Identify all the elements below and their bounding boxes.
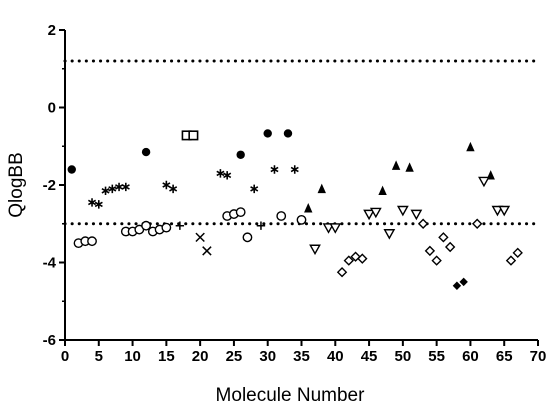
y-axis-title: QlogBB	[6, 152, 27, 217]
open-triangle-down-point	[396, 205, 409, 217]
y-tick-label: -4	[43, 255, 57, 272]
y-axis-ticks: -6 -4 -2 0 2	[43, 22, 65, 349]
asterisk-point	[121, 182, 130, 192]
y-tick-label: 0	[48, 100, 56, 117]
open-diamond-point	[438, 232, 449, 243]
open-circle-point	[141, 220, 151, 231]
x-tick-label: 35	[293, 348, 310, 365]
open-diamond-point	[357, 253, 368, 264]
x-tick-label: 70	[530, 348, 547, 365]
x-tick-label: 5	[95, 348, 103, 365]
filled-triangle-point	[317, 183, 326, 194]
x-axis-title: Molecule Number	[216, 385, 366, 406]
x-tick-label: 40	[327, 348, 344, 365]
open-diamond-point	[417, 218, 429, 229]
asterisk-point	[115, 182, 124, 192]
open-triangle-down-point	[498, 205, 511, 217]
x-tick-label: 50	[395, 348, 412, 365]
x-tick-label: 55	[428, 348, 445, 365]
x-tick-label: 20	[192, 348, 209, 365]
asterisk-point	[108, 184, 117, 194]
x-tick-label: 45	[361, 348, 378, 365]
asterisk-point	[101, 186, 110, 196]
plus-point	[256, 221, 266, 230]
open-triangle-down-point	[478, 176, 490, 188]
filled-circle-point	[283, 129, 293, 138]
open-square-point	[188, 130, 199, 141]
y-tick-label: -6	[43, 332, 56, 349]
filled-triangle-point	[391, 160, 401, 170]
x-tick-label: 10	[124, 348, 141, 365]
open-diamond-point	[505, 255, 517, 266]
asterisk-point	[270, 165, 279, 174]
open-diamond-point	[424, 245, 436, 257]
open-triangle-down-point	[363, 209, 375, 221]
asterisk-point	[223, 171, 232, 180]
filled-triangle-point	[304, 203, 313, 213]
y-tick-label: 2	[48, 22, 56, 39]
axes	[64, 30, 538, 341]
filled-triangle-point	[405, 162, 414, 172]
cross-point	[195, 232, 205, 243]
open-triangle-down-point	[309, 244, 321, 256]
cross-point	[202, 246, 212, 256]
plus-point	[175, 221, 185, 230]
asterisk-point	[250, 184, 259, 194]
filled-circle-point	[141, 147, 151, 157]
open-diamond-point	[512, 247, 523, 259]
data-points	[67, 129, 523, 290]
open-circle-point	[87, 236, 97, 247]
open-triangle-down-point	[410, 209, 423, 221]
x-axis-ticks: 0 5 10 15 20 25 30 35 40 45 50 55 60 65 70	[61, 340, 547, 365]
open-diamond-point	[471, 218, 483, 229]
x-tick-label: 30	[259, 348, 276, 365]
asterisk-point	[87, 198, 97, 207]
filled-circle-point	[67, 165, 76, 174]
filled-diamond-point	[459, 277, 468, 287]
filled-circle-point	[263, 129, 272, 138]
open-circle-point	[161, 222, 172, 233]
asterisk-point	[162, 180, 171, 190]
asterisk-point	[216, 169, 225, 178]
open-circle-point	[242, 232, 253, 243]
filled-circle-point	[236, 150, 245, 159]
x-tick-label: 65	[496, 348, 513, 365]
filled-diamond-point	[452, 281, 462, 290]
x-tick-label: 25	[226, 348, 243, 365]
open-diamond-point	[343, 255, 354, 266]
x-tick-label: 60	[462, 348, 479, 365]
x-tick-label: 15	[158, 348, 175, 365]
open-triangle-down-point	[329, 223, 342, 234]
asterisk-point	[169, 184, 178, 194]
asterisk-point	[94, 200, 103, 209]
open-circle-point	[235, 207, 246, 218]
reference-lines	[63, 59, 540, 226]
open-diamond-point	[336, 266, 348, 278]
y-tick-label: -2	[43, 177, 56, 194]
open-triangle-down-point	[369, 207, 382, 219]
asterisk-point	[290, 165, 299, 174]
open-triangle-down-point	[322, 223, 335, 234]
open-circle-point	[296, 214, 307, 225]
open-diamond-point	[431, 255, 442, 266]
open-triangle-down-point	[383, 229, 396, 240]
open-circle-point	[276, 211, 287, 221]
filled-triangle-point	[378, 185, 387, 196]
filled-triangle-point	[466, 141, 475, 152]
x-tick-label: 0	[61, 348, 69, 365]
open-triangle-down-point	[491, 205, 504, 217]
open-diamond-point	[444, 241, 456, 253]
